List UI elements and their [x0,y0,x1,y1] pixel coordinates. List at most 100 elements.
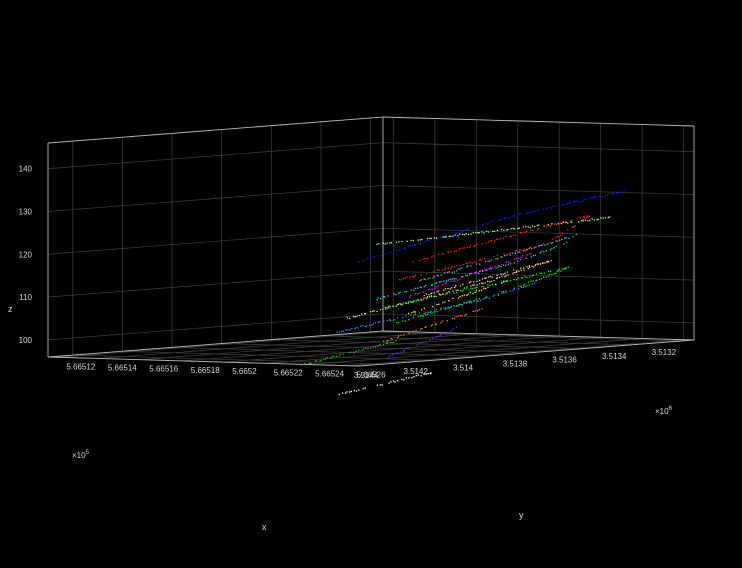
data-point [434,282,436,285]
data-point [550,260,552,262]
data-point [456,305,458,307]
data-point [459,304,461,306]
data-point [406,276,408,278]
data-point [500,228,503,231]
data-point [417,239,419,241]
data-point [527,212,529,214]
data-point [467,265,469,267]
box-edge [47,330,384,358]
y-tick-label: 5.66518 [191,366,220,375]
data-point [419,286,421,288]
data-point [611,193,613,195]
data-point [515,271,518,273]
data-point [411,331,414,333]
data-point [372,310,374,313]
data-point [531,283,533,285]
data-point [470,287,472,289]
data-point [425,313,427,316]
data-point [566,241,568,244]
data-point [586,217,588,219]
data-point [436,311,438,313]
data-point [452,297,454,299]
data-point [506,280,508,282]
data-point [553,247,555,249]
data-point [515,234,517,236]
data-point [490,266,492,268]
data-point [439,294,441,296]
data-point [455,316,457,318]
data-point [422,258,424,260]
data-point [567,229,569,231]
data-point [407,301,410,303]
data-point [442,293,444,295]
data-point [555,272,557,274]
data-point [426,258,428,260]
data-point [449,278,451,280]
data-point [458,303,460,306]
data-point [477,300,479,302]
data-point [411,245,414,247]
data-point [529,211,532,213]
data-point [379,344,381,346]
data-point [474,310,476,312]
data-point [457,297,460,299]
data-point [521,249,523,252]
data-point [520,269,522,271]
data-point [394,249,396,251]
data-point [525,257,527,259]
data-point [474,291,476,294]
data-point [416,344,418,346]
data-point [431,337,434,339]
data-point [490,280,493,282]
data-point [427,373,429,375]
data-point [403,379,405,381]
data-point [490,259,493,261]
data-point [372,346,374,348]
data-point [493,255,495,258]
data-point [407,302,409,304]
data-point [429,311,431,314]
data-point [488,268,490,270]
data-point [338,393,340,396]
y-tick-label: 5.66526 [357,371,386,380]
data-point [585,198,588,200]
data-point [534,282,536,284]
data-point [369,311,372,313]
data-point [500,273,502,275]
data-point [458,231,461,233]
data-point [419,292,421,294]
data-point [385,307,388,309]
data-point [452,290,454,292]
data-point [395,241,398,243]
data-point [437,290,440,292]
series-11 [383,308,483,343]
data-point [491,284,494,286]
data-point [559,222,562,224]
data-point [486,223,488,225]
data-point [548,270,550,272]
data-point [516,278,518,281]
data-point [538,245,540,247]
data-point [511,215,513,217]
data-point [526,248,529,251]
data-point [582,219,585,221]
data-point [463,289,465,291]
data-point [474,245,476,247]
data-point [459,268,461,270]
data-point [448,300,450,302]
data-point [367,257,369,260]
data-point [519,249,521,251]
data-point [415,300,418,302]
data-point [349,329,351,331]
data-point [370,347,372,349]
data-point [442,320,444,322]
data-point [433,275,435,277]
data-point [483,232,485,234]
data-point [440,333,443,336]
data-point [497,264,499,266]
data-point [369,324,371,326]
data-point [522,226,524,228]
data-point [500,256,502,258]
data-point [476,286,478,289]
data-point [483,286,485,288]
